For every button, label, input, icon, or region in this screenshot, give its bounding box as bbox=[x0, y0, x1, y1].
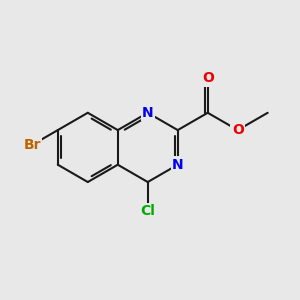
Text: N: N bbox=[172, 158, 184, 172]
Text: Cl: Cl bbox=[140, 205, 155, 218]
Text: O: O bbox=[202, 71, 214, 85]
Text: N: N bbox=[142, 106, 154, 120]
Text: O: O bbox=[232, 123, 244, 137]
Text: Br: Br bbox=[24, 138, 41, 152]
